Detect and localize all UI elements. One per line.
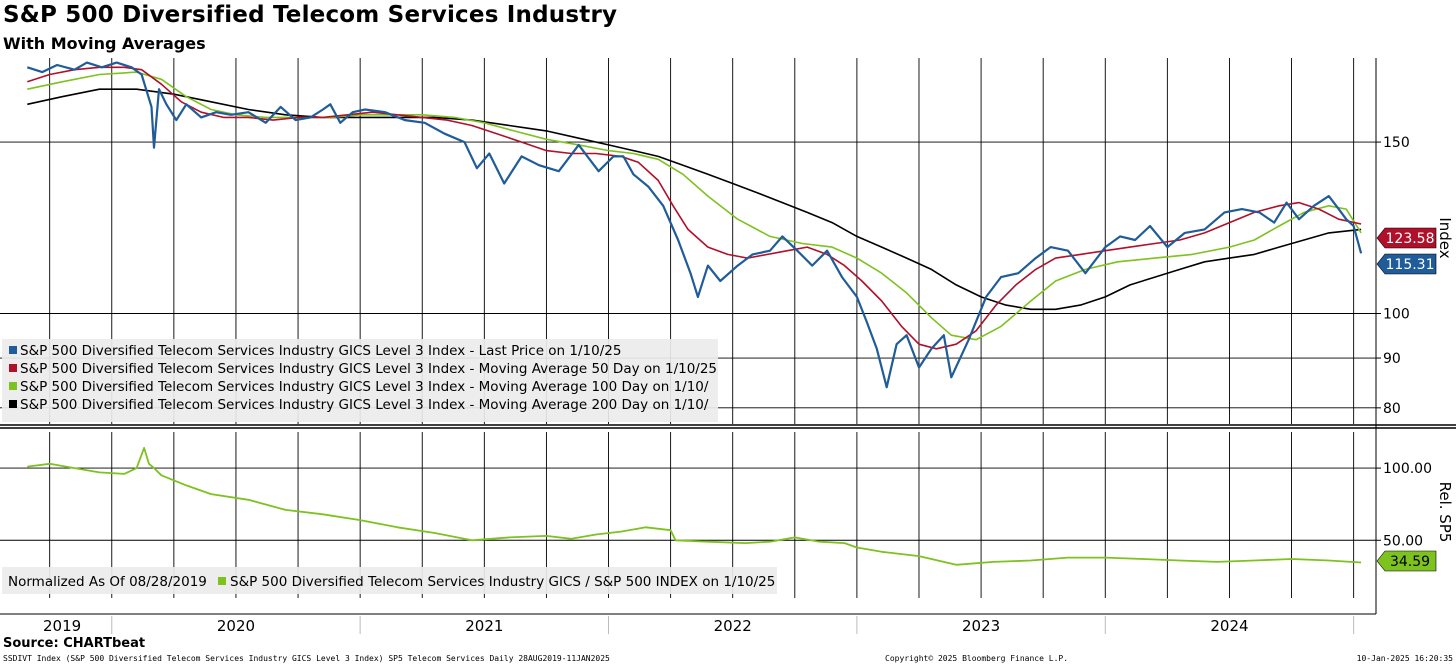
x-year-label: 2022	[714, 617, 752, 635]
footer-timestamp: 10-Jan-2025 16:20:35	[1356, 654, 1453, 663]
series-line-ma100	[27, 71, 1362, 341]
source-label: Source: CHARTbeat	[3, 636, 146, 651]
last-value-tag: 115.31	[1376, 253, 1437, 275]
legend-swatch	[218, 577, 226, 585]
legend-entry: S&P 500 Diversified Telecom Services Ind…	[20, 379, 709, 395]
series-line-price	[26, 61, 1363, 389]
y-tick-label: 100	[1383, 306, 1410, 322]
legend-box	[2, 339, 718, 422]
legend-entry: S&P 500 Diversified Telecom Services Ind…	[20, 361, 717, 377]
last-value-tag-label: 34.59	[1390, 554, 1430, 570]
last-value-tag-shape	[1376, 227, 1437, 249]
legend-entry: S&P 500 Diversified Telecom Services Ind…	[20, 397, 709, 413]
legend-prefix: Normalized As Of 08/28/2019	[8, 574, 207, 590]
y-tick-label: 150	[1383, 135, 1410, 151]
series-line-relative	[27, 447, 1362, 566]
last-value-tag-shape	[1376, 253, 1437, 275]
legend-swatch	[9, 346, 17, 354]
y-tick-label: 90	[1383, 351, 1401, 367]
x-year-label: 2024	[1210, 617, 1248, 635]
y-tick-label: 100.00	[1383, 461, 1432, 477]
x-year-label: 2020	[217, 617, 255, 635]
legend-swatch	[9, 364, 17, 372]
y-axis-title: Rel. SP5	[1436, 482, 1454, 543]
x-year-label: 2019	[43, 617, 81, 635]
footer-ticker-description: SSDIVT Index (S&P 500 Diversified Teleco…	[3, 654, 610, 663]
legend-box	[2, 567, 777, 594]
y-tick-label: 50.00	[1383, 533, 1423, 549]
last-value-tag: 34.59	[1376, 550, 1437, 572]
footer-copyright: Copyright© 2025 Bloomberg Finance L.P.	[885, 654, 1069, 663]
series-line-ma50	[27, 66, 1362, 350]
last-value-tag-label: 115.31	[1386, 257, 1435, 273]
legend-swatch	[9, 400, 17, 408]
legend-entry: S&P 500 Diversified Telecom Services Ind…	[20, 343, 621, 359]
last-value-tag: 123.58	[1376, 227, 1437, 249]
chart-title: S&P 500 Diversified Telecom Services Ind…	[3, 2, 618, 28]
y-tick-label: 80	[1383, 401, 1401, 417]
legend-entry: S&P 500 Diversified Telecom Services Ind…	[230, 574, 775, 590]
legend-swatch	[9, 382, 17, 390]
last-value-tag-shape	[1376, 550, 1437, 572]
series-line-ma200	[27, 88, 1362, 311]
chart-subtitle: With Moving Averages	[3, 34, 206, 53]
y-axis-title: Index	[1436, 217, 1454, 258]
x-year-label: 2023	[962, 617, 1000, 635]
x-year-label: 2021	[465, 617, 503, 635]
last-value-tag-label: 123.58	[1386, 231, 1435, 247]
